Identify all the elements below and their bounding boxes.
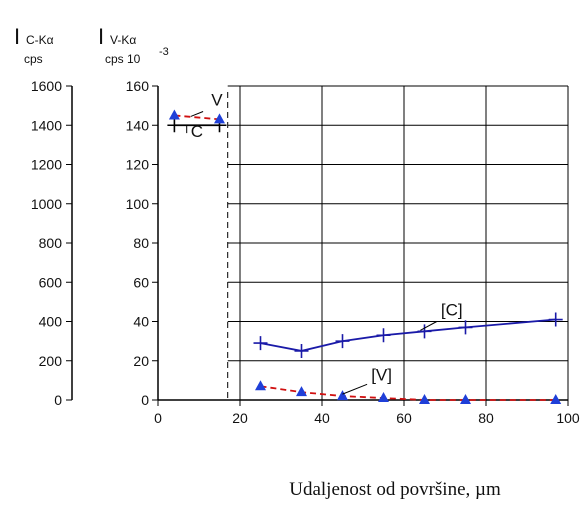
c-axis-tick-label: 1200 [31,157,62,173]
v-axis-tick-label: 160 [126,78,150,94]
c-axis-tick-label: 0 [54,392,62,408]
c-axis-tick-label: 1000 [31,196,62,212]
series-v-group [168,109,225,124]
data-point [378,392,389,403]
data-point [255,380,266,391]
v-axis-tick-label: 40 [133,314,149,330]
v-axis-tick-label: 60 [133,274,149,290]
data-point [376,328,391,343]
x-axis-tick-label: 60 [396,410,412,426]
annotation-label: V [211,91,223,110]
data-point [167,118,182,133]
data-point [335,334,350,349]
v-axis-title: I [98,24,104,49]
v-axis-title-sub: V-Kα [110,33,136,47]
c-axis-tick-label: 200 [39,353,63,369]
series-line [260,318,556,352]
data-point [460,394,471,404]
x-axis-tick-label: 20 [232,410,248,426]
c-axis-tick-label: 600 [39,274,63,290]
series-line [174,114,220,121]
c-axis-tick-label: 400 [39,314,63,330]
v-axis-unit: cps 10 [105,52,141,66]
annotation-label: [V] [371,365,392,384]
v-axis-tick-label: 80 [133,235,149,251]
c-axis-unit: cps [24,52,43,66]
data-point [294,343,309,358]
v-axis-tick-label: 120 [126,157,150,173]
annotation-leader [342,383,368,395]
x-axis-tick-label: 0 [154,410,162,426]
v-axis-tick-label: 100 [126,196,150,212]
data-point [337,390,348,401]
x-axis-title: Udaljenost od površine, µm [289,479,501,500]
c-axis-tick-label: 1400 [31,117,62,133]
data-point [168,109,180,120]
annotation-label: [C] [441,301,463,320]
v-axis-tick-label: 140 [126,117,150,133]
data-point [214,113,225,124]
data-point [253,336,268,351]
v-axis-unit-exponent: -3 [159,46,169,58]
x-axis-tick-label: 100 [556,410,580,426]
v-axis-tick-label: 20 [133,353,149,369]
c-axis-title-sub: C-Kα [26,33,54,47]
annotation-leader [420,321,438,331]
c-axis-tick-label: 1600 [31,78,62,94]
data-point [458,320,473,335]
x-axis-tick-label: 80 [478,410,494,426]
c-axis-title: I [14,24,20,49]
data-point [417,324,432,339]
series-v-group [255,380,562,404]
data-point [550,394,562,404]
c-axis-tick-label: 800 [39,235,63,251]
data-point [548,312,563,327]
annotation-leader [190,111,204,117]
v-axis-tick-label: 0 [141,392,149,408]
series-c-group [253,312,563,358]
x-axis-tick-label: 40 [314,410,330,426]
data-point [296,386,307,397]
data-point [419,394,430,404]
annotation-label: C [191,122,203,141]
